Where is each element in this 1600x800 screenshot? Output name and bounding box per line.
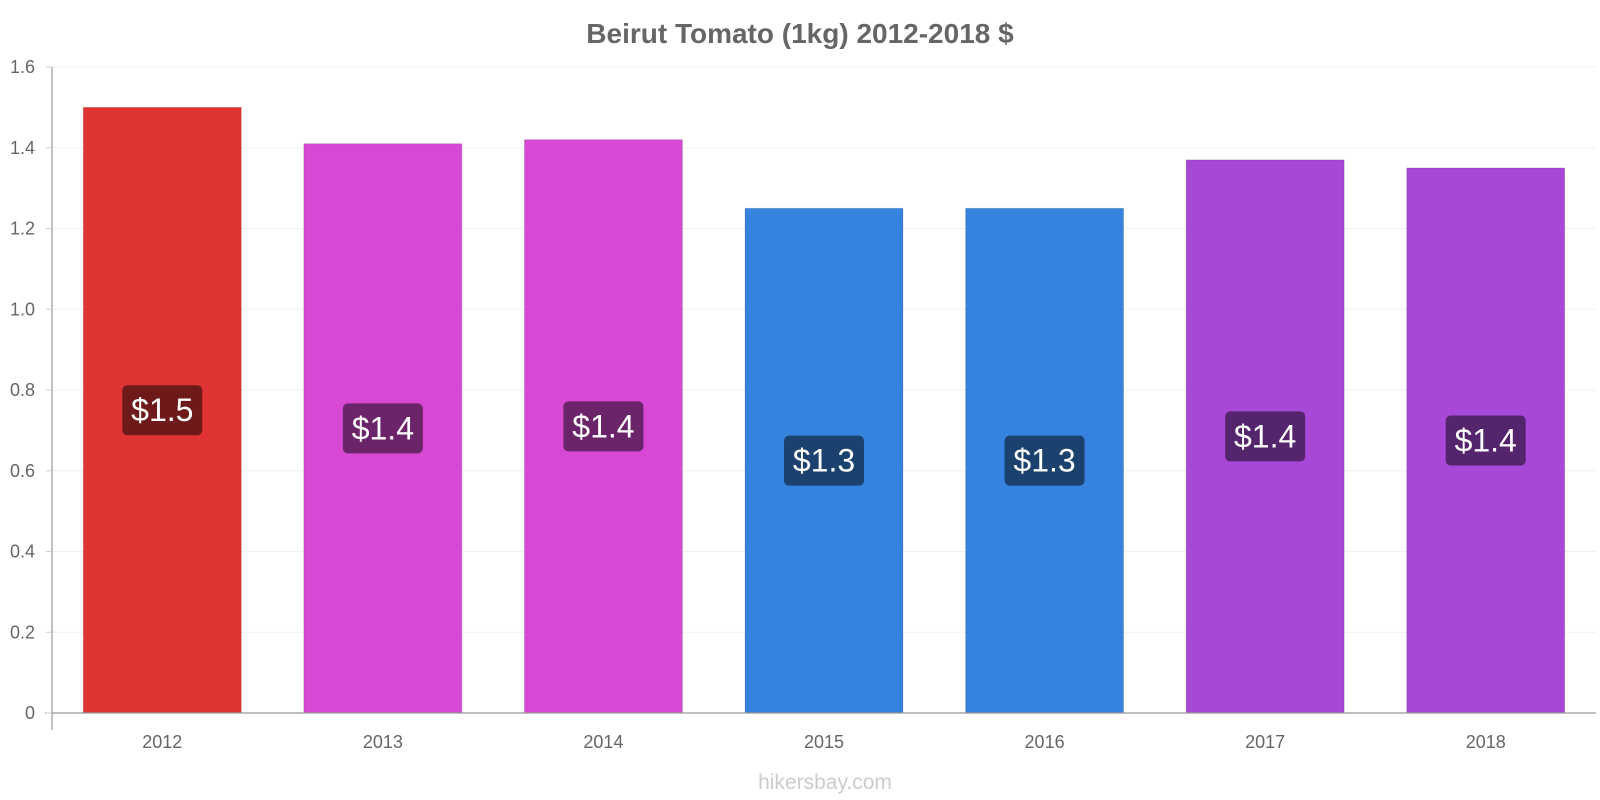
data-label: $1.4 — [572, 408, 634, 444]
data-label: $1.4 — [1455, 422, 1517, 458]
y-tick-label: 0.4 — [10, 542, 35, 562]
y-tick-label: 1.2 — [10, 219, 35, 239]
y-tick-label: 0.2 — [10, 622, 35, 642]
data-label: $1.5 — [131, 392, 193, 428]
data-label: $1.4 — [1234, 418, 1296, 454]
chart-title: Beirut Tomato (1kg) 2012-2018 $ — [586, 18, 1014, 49]
x-tick-label: 2016 — [1025, 732, 1065, 752]
data-label-box — [1225, 411, 1306, 462]
y-tick-label: 1.6 — [10, 57, 35, 77]
data-label: $1.3 — [793, 443, 855, 479]
data-label-box — [122, 385, 203, 436]
x-tick-label: 2018 — [1466, 732, 1506, 752]
data-label-box — [1445, 415, 1526, 466]
data-label-box — [342, 403, 423, 454]
y-tick-label: 1.4 — [10, 138, 35, 158]
x-tick-label: 2013 — [363, 732, 403, 752]
data-label-box — [784, 435, 864, 486]
x-tick-label: 2014 — [583, 732, 623, 752]
data-label: $1.4 — [352, 410, 414, 446]
y-tick-label: 0.6 — [10, 461, 35, 481]
data-label-box — [1004, 435, 1085, 486]
x-tick-label: 2012 — [142, 732, 182, 752]
data-label-box — [563, 401, 644, 452]
x-tick-label: 2015 — [804, 732, 844, 752]
bars — [82, 106, 1566, 714]
x-tick-label: 2017 — [1245, 732, 1285, 752]
data-label: $1.3 — [1013, 443, 1075, 479]
y-tick-label: 0.8 — [10, 380, 35, 400]
data-labels: $1.5 $1.4 $1.4 $1.3 $1.3 $1.4 $1.4 — [122, 385, 1526, 486]
watermark: hikersbay.com — [758, 771, 892, 794]
y-tick-label: 0 — [25, 703, 35, 723]
y-tick-label: 1.0 — [10, 299, 35, 319]
axes: 0 0.2 0.4 0.6 0.8 1.0 1.2 1.4 1.6 2012 2013 2014 201… — [10, 57, 1596, 752]
